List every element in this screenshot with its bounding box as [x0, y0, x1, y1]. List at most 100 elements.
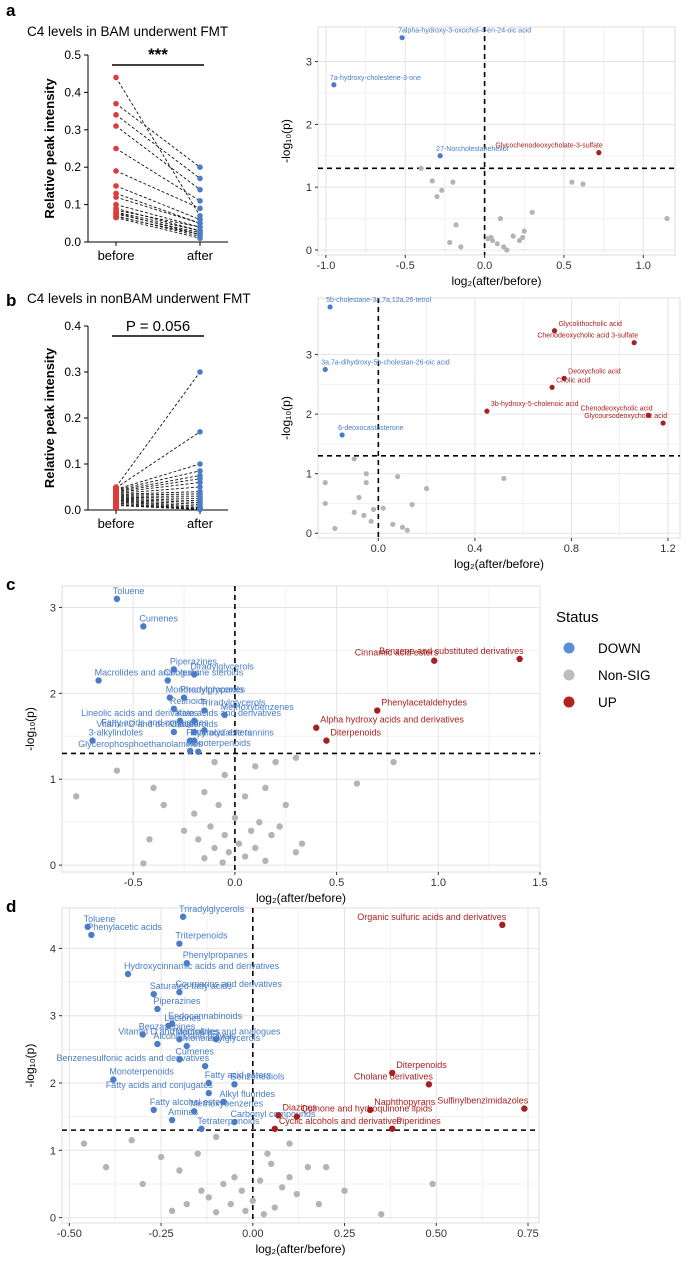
x-tick-label: -0.50 — [57, 1228, 82, 1240]
down-point — [183, 959, 190, 967]
after-point — [197, 484, 203, 490]
y-tick-label: 3 — [50, 1011, 56, 1023]
down-point — [95, 677, 102, 684]
pair-line — [115, 148, 201, 202]
ns-point — [356, 494, 362, 501]
ns-point — [113, 767, 121, 774]
down-point-label: 7a-hydroxy-cholestene-3-one — [330, 75, 421, 82]
ns-point — [160, 801, 167, 809]
y-tick-label: 0 — [306, 245, 312, 257]
down-point-label: Triterpenoids — [175, 931, 228, 941]
chart-b-paired: 0.0 0.1 0.2 0.3 0.4 before after Relative peak … — [42, 318, 228, 531]
up-point — [499, 921, 506, 929]
pair-line — [115, 498, 201, 504]
down-point-label: Triradylglycerols — [179, 904, 245, 914]
ns-point — [361, 512, 367, 518]
ns-point — [353, 780, 361, 787]
up-point-label: Benzene and substituted derivatives — [379, 646, 524, 656]
down-point — [164, 677, 171, 684]
ns-point — [322, 500, 328, 507]
ns-point — [231, 814, 239, 822]
x-tick-label: 0.5 — [329, 877, 344, 889]
ns-point — [211, 758, 218, 766]
pair-line — [115, 497, 201, 502]
chart-d-volcano: -0.50 -0.25 0.00 0.25 0.50 0.75 0 1 2 3 4 log₂(afte… — [23, 904, 540, 1256]
ns-point — [191, 810, 198, 817]
ns-point — [418, 165, 424, 171]
down-point-label: 3a,7a-dihydroxy-5b-cholestan-26-oic acid — [321, 359, 450, 366]
up-point-label: Diterpenoids — [396, 1060, 447, 1070]
up-point — [646, 412, 652, 418]
legend-title: Status — [556, 609, 599, 626]
down-point — [331, 82, 337, 88]
ns-point — [390, 758, 397, 766]
down-point-label: Saturated fatty acids — [150, 981, 233, 991]
y-axis-label: -log₁₀(p) — [279, 396, 293, 440]
up-point-label: Phenylacetaldehydes — [381, 698, 467, 708]
pair-line — [115, 493, 201, 496]
down-point — [166, 694, 174, 701]
x-tick-label: -0.5 — [124, 877, 143, 889]
y-axis-label: Relative peak intensity — [42, 347, 57, 488]
x-tick-label: 0.0 — [371, 543, 386, 555]
pair-line — [115, 491, 201, 495]
down-point — [201, 727, 208, 734]
down-point — [201, 1062, 209, 1070]
ns-point — [278, 1184, 286, 1191]
pair-line — [115, 216, 201, 235]
pair-line — [115, 486, 201, 494]
x-tick-label: after — [187, 516, 214, 531]
ns-point — [529, 209, 535, 215]
up-point-label: Piperidines — [396, 1116, 441, 1126]
down-point-label: Hydroxycinnamic acids and derivatives — [124, 961, 280, 971]
ns-point — [409, 502, 415, 508]
ns-point — [390, 521, 396, 527]
down-point-label: Monoradylglycerols — [166, 685, 244, 695]
down-point — [124, 970, 132, 978]
down-point-label: Cumenes — [139, 613, 178, 623]
ns-point — [139, 1180, 146, 1188]
y-tick-label: 0.1 — [64, 198, 81, 212]
down-point — [201, 707, 208, 714]
down-point-label: Monoradylglycerols — [183, 1033, 261, 1043]
ns-point — [102, 1163, 110, 1171]
ns-point — [241, 853, 249, 860]
x-tick-label: 0.8 — [564, 543, 579, 555]
y-tick-label: 1 — [306, 469, 312, 481]
ns-point — [282, 801, 289, 809]
y-tick-label: 0.1 — [64, 457, 81, 471]
legend-label-up: UP — [598, 695, 617, 710]
ns-point — [298, 840, 306, 847]
ns-point — [497, 215, 504, 222]
down-point-label: Vitamin D and derivatives — [96, 719, 198, 729]
after-point — [197, 235, 203, 242]
down-point — [154, 1005, 161, 1013]
down-point-label: Hydrolyzable tannins — [190, 728, 274, 738]
down-point — [327, 304, 333, 310]
ns-point — [276, 823, 283, 830]
x-tick-label: 0.25 — [334, 1228, 355, 1240]
up-point-label: Cinnamic acid esters — [355, 648, 439, 658]
pair-line — [115, 213, 201, 234]
down-point — [176, 1036, 183, 1043]
legend-label-nonsig: Non-SIG — [598, 668, 651, 683]
y-tick-label: 3 — [306, 350, 312, 362]
plot-area — [317, 26, 676, 256]
down-point-label: Monoterpenoids — [186, 738, 251, 748]
up-point-label: Diazines — [282, 1102, 317, 1112]
up-point-label: Cholane derivatives — [354, 1071, 434, 1081]
up-point-label: 3b-hydroxy-5-cholenoic acid — [491, 401, 579, 408]
down-point-label: Methoxybenzenes — [190, 1098, 264, 1108]
ns-point — [238, 1187, 245, 1194]
before-point — [113, 74, 119, 81]
pair-line — [115, 496, 201, 499]
ns-point — [458, 244, 464, 250]
ns-point — [212, 1209, 220, 1216]
ns-point — [183, 1200, 190, 1208]
x-tick-label: 1.2 — [660, 543, 675, 555]
down-point-label: Oxosteroids — [170, 719, 219, 729]
pair-line — [115, 209, 201, 228]
down-point-label: Retinoids — [170, 696, 208, 706]
after-point — [197, 506, 203, 513]
